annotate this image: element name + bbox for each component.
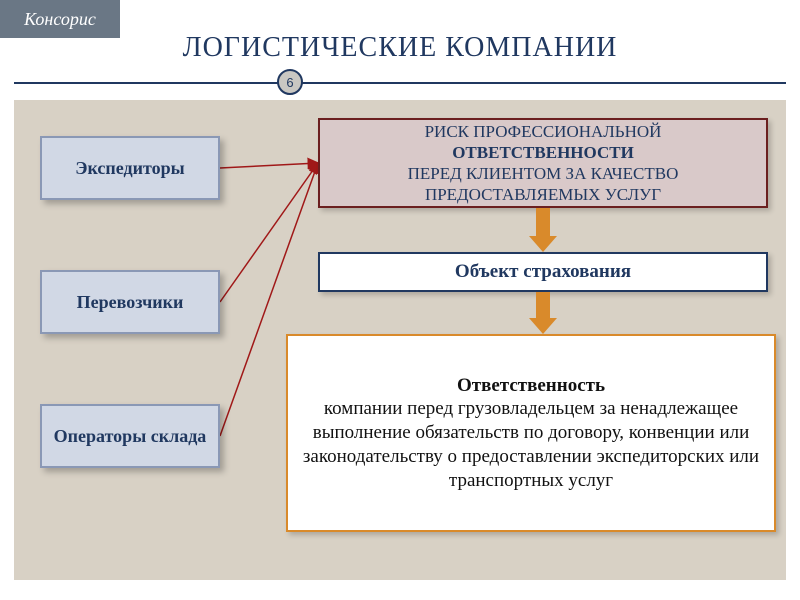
left-box-0: Экспедиторы	[40, 136, 220, 200]
page-title: ЛОГИСТИЧЕСКИЕ КОМПАНИИ	[0, 32, 800, 64]
down-arrow-head-1	[529, 318, 557, 334]
right-box-object: Объект страхования	[318, 252, 768, 292]
title-underline	[14, 82, 786, 84]
logo-text: Консорис	[24, 9, 96, 30]
right-box-risk: РИСК ПРОФЕССИОНАЛЬНОЙ ОТВЕТСТВЕННОСТИ ПЕ…	[318, 118, 768, 208]
left-box-1: Перевозчики	[40, 270, 220, 334]
left-box-2: Операторы склада	[40, 404, 220, 468]
page-number-badge: 6	[277, 69, 303, 95]
page-number-text: 6	[286, 75, 293, 90]
down-arrow-head-0	[529, 236, 557, 252]
title-text: ЛОГИСТИЧЕСКИЕ КОМПАНИИ	[183, 32, 618, 63]
down-arrow-stem-1	[536, 292, 550, 318]
right-box-liability: Ответственность компании перед грузовлад…	[286, 334, 776, 532]
down-arrow-stem-0	[536, 208, 550, 236]
